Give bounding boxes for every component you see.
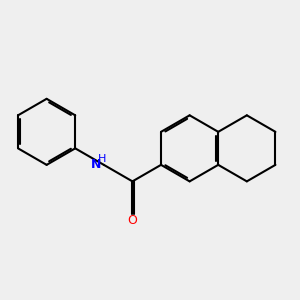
Text: O: O (128, 214, 137, 227)
Text: H: H (98, 154, 106, 164)
Text: N: N (90, 158, 101, 171)
